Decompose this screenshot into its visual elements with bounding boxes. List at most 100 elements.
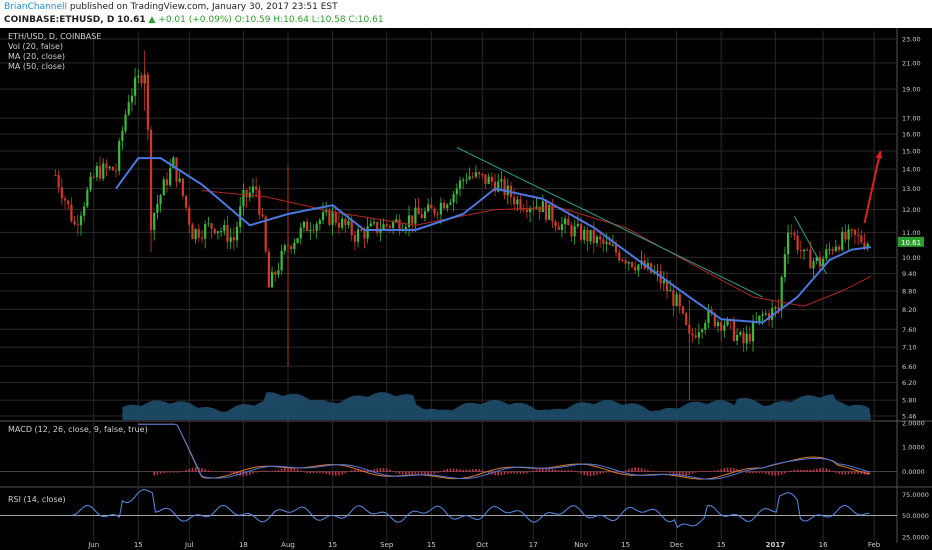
candle-body	[98, 166, 102, 179]
current-price-box	[898, 236, 924, 247]
candle-body	[181, 178, 184, 196]
candle-body	[806, 249, 809, 251]
candle-body	[245, 190, 248, 198]
candle-body	[573, 226, 576, 237]
histogram-bar	[764, 471, 767, 474]
histogram-bar	[204, 469, 206, 472]
histogram-bar	[503, 471, 506, 475]
chart-area[interactable]: Jun 15 Jul 18 Aug 15 Sep 15 Oct 17 Nov 15 Dec 15 2017 1…	[0, 28, 932, 550]
histogram-bar	[401, 471, 404, 475]
histogram-bar	[663, 471, 665, 472]
histogram-bar	[210, 471, 213, 472]
y-tick-label: 7.10	[902, 344, 916, 352]
histogram-bar	[669, 471, 672, 473]
vol-label[interactable]: Vol (20, false)	[8, 42, 64, 51]
y-tick-label: 11.00	[902, 229, 921, 237]
y-tick-label: 14.00	[902, 166, 921, 174]
y-tick-label: 6.60	[902, 363, 916, 371]
candle-body	[691, 333, 694, 336]
histogram-bar	[656, 471, 659, 473]
histogram-bar	[758, 471, 761, 474]
candle-body	[446, 204, 449, 209]
histogram-bar	[771, 471, 773, 476]
histogram-bar	[213, 471, 216, 472]
histogram-bar	[780, 471, 783, 475]
candle-body	[261, 214, 264, 217]
candle-body	[200, 237, 204, 239]
histogram-bar	[255, 471, 257, 473]
candle-body	[92, 176, 95, 178]
candle-body	[382, 224, 385, 231]
candles	[54, 50, 869, 401]
candle-body	[850, 229, 853, 231]
candle-body	[624, 260, 627, 264]
histogram-bar	[319, 471, 321, 474]
histogram-bar	[688, 471, 691, 475]
arrow-shaft	[863, 150, 882, 224]
ma20-label[interactable]: MA (20, close)	[8, 52, 66, 61]
histogram-bar	[427, 471, 429, 475]
candle-body	[213, 228, 216, 234]
current-price-label: 10.61	[901, 239, 921, 247]
ma50-label[interactable]: MA (50, close)	[8, 62, 66, 71]
candle-body	[108, 166, 111, 169]
candle-body	[356, 229, 360, 242]
histogram-bar	[182, 471, 184, 472]
rsi-label[interactable]: RSI (14, close)	[8, 495, 66, 504]
histogram-bar	[828, 469, 831, 472]
author-link[interactable]: BrianChannell	[4, 2, 68, 12]
candle-body	[675, 294, 678, 306]
candle-body	[258, 189, 261, 215]
macd-label[interactable]: MACD (12, 26, close, 9, false, true)	[8, 425, 148, 434]
histogram-bar	[363, 469, 366, 472]
candle-body	[815, 256, 818, 262]
histogram-bar	[417, 471, 420, 474]
candle-body	[404, 227, 407, 230]
candle-body	[595, 236, 599, 244]
candle-body	[130, 95, 134, 103]
histogram-bar	[191, 467, 194, 472]
histogram-bar	[749, 471, 751, 474]
histogram-bar	[857, 471, 859, 474]
histogram-bar	[277, 469, 280, 472]
histogram-bar	[306, 471, 308, 473]
candle-body	[369, 223, 372, 227]
candle-body	[366, 226, 369, 239]
candle-body	[592, 230, 595, 244]
histogram-bar	[468, 469, 471, 472]
candle-body	[796, 235, 799, 251]
histogram-bar	[290, 467, 292, 472]
histogram-bar	[430, 471, 433, 475]
histogram-bar	[707, 470, 710, 472]
candle-body	[146, 74, 149, 130]
candle-body	[736, 334, 739, 341]
histogram-bar	[408, 471, 410, 475]
histogram-bar	[790, 470, 793, 472]
candle-body	[589, 230, 592, 242]
histogram-bar	[618, 471, 621, 473]
candle-body	[162, 179, 165, 196]
candle-body	[407, 215, 411, 228]
histogram-bar	[354, 469, 356, 472]
y-tick-label: 5.80	[902, 397, 916, 405]
y-tick-label: 5.46	[902, 413, 916, 421]
candle-body	[608, 242, 611, 245]
y-tick-label: 7.60	[902, 326, 916, 334]
histogram-bar	[293, 468, 296, 472]
y-tick-label: 17.00	[902, 115, 921, 123]
candle-body	[567, 218, 570, 226]
x-tick-label: 15	[717, 541, 726, 549]
candle-body	[847, 229, 850, 240]
candle-body	[328, 210, 331, 225]
histogram-bar	[589, 471, 592, 476]
histogram-bar	[621, 471, 624, 472]
histogram-bar	[217, 471, 219, 473]
histogram-bar	[847, 471, 850, 475]
signal-line	[138, 423, 871, 480]
chart-canvas[interactable]: Jun 15 Jul 18 Aug 15 Sep 15 Oct 17 Nov 15 Dec 15 2017 1…	[0, 28, 932, 550]
histogram-bar	[774, 471, 777, 476]
candle-body	[325, 210, 328, 213]
x-tick-label: 15	[621, 541, 630, 549]
candle-body	[500, 179, 503, 182]
histogram-bar	[296, 469, 299, 472]
